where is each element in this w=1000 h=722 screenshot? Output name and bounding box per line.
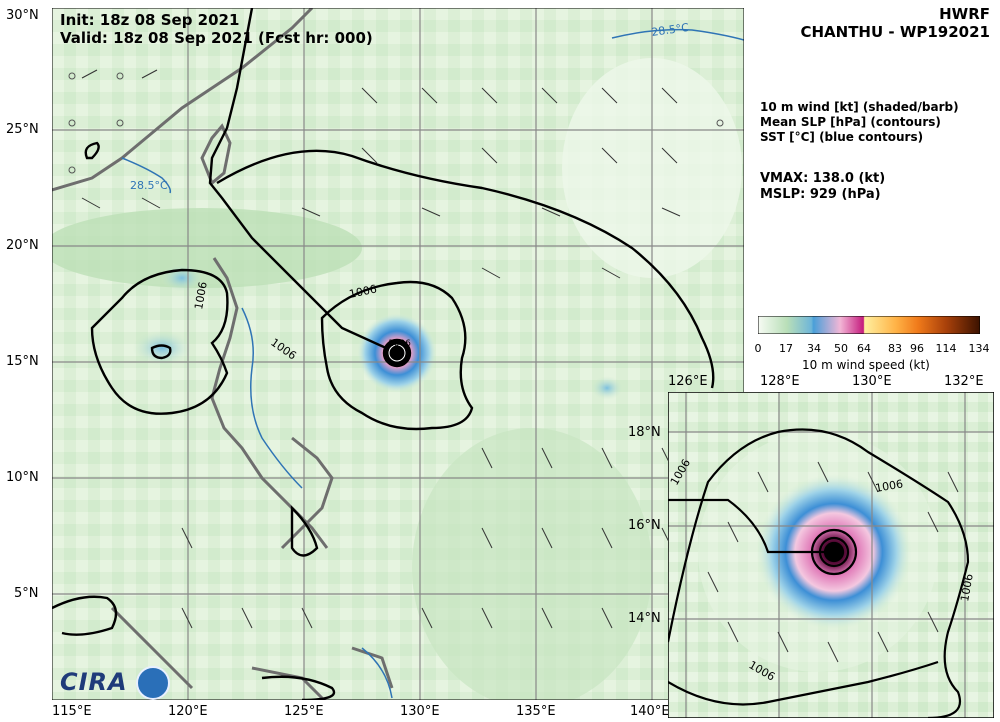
slp-label-1: 1006 xyxy=(348,282,378,301)
lat-lon-grid xyxy=(52,8,744,700)
cira-logo: CIRA xyxy=(60,666,170,700)
colorbar-tick: 0 xyxy=(754,342,762,355)
main-map-svg: 1006 1006 1006 1006 28.5°C 28.5°C xyxy=(42,6,745,708)
inset-lat-18: 18°N xyxy=(628,425,661,440)
legend-slp: Mean SLP [hPa] (contours) xyxy=(760,115,941,129)
lat-label-5: 5°N xyxy=(14,586,39,601)
legend-sst: SST [°C] (blue contours) xyxy=(760,130,924,144)
lon-label-140: 140°E xyxy=(630,704,670,719)
valid-time: Valid: 18z 08 Sep 2021 (Fcst hr: 000) xyxy=(60,29,373,47)
colorbar-label: 10 m wind speed (kt) xyxy=(802,358,930,372)
lat-label-25: 25°N xyxy=(6,122,39,137)
inset-slp-label-3: 1006 xyxy=(958,573,976,603)
colorbar-tick: 34 xyxy=(807,342,821,355)
colorbar-tick: 96 xyxy=(910,342,924,355)
inset-lon-130: 130°E xyxy=(852,374,892,389)
init-time: Init: 18z 08 Sep 2021 xyxy=(60,11,240,29)
inset-lat-16: 16°N xyxy=(628,518,661,533)
storm-name: CHANTHU - WP192021 xyxy=(800,23,990,41)
lon-label-120: 120°E xyxy=(168,704,208,719)
colorbar-tick: 114 xyxy=(935,342,957,355)
vmax-value: VMAX: 138.0 (kt) xyxy=(760,171,886,186)
inset-slp-label-2: 1006 xyxy=(874,477,904,495)
inset-lon-132: 132°E xyxy=(944,374,984,389)
sst-contours xyxy=(121,28,745,699)
model-name: HWRF xyxy=(939,5,990,23)
main-map: 1006 1006 1006 1006 28.5°C 28.5°C xyxy=(42,6,745,708)
inset-lat-14: 14°N xyxy=(628,611,661,626)
lon-label-135: 135°E xyxy=(516,704,556,719)
legend-wind: 10 m wind [kt] (shaded/barb) xyxy=(760,100,959,114)
colorbar-tick: 83 xyxy=(888,342,902,355)
sst-label-1: 28.5°C xyxy=(130,179,168,192)
slp-label-3: 1006 xyxy=(192,281,210,311)
lon-label-130: 130°E xyxy=(400,704,440,719)
inset-map-svg: 1006 1006 1006 1006 xyxy=(666,391,995,720)
lat-label-15: 15°N xyxy=(6,354,39,369)
inset-lon-128: 128°E xyxy=(760,374,800,389)
colorbar-tick: 50 xyxy=(834,342,848,355)
lat-label-20: 20°N xyxy=(6,238,39,253)
inset-map: 1006 1006 1006 1006 xyxy=(666,391,995,720)
lat-label-10: 10°N xyxy=(6,470,39,485)
lat-label-30: 30°N xyxy=(6,8,39,23)
colorbar-tick: 64 xyxy=(857,342,871,355)
lon-label-115: 115°E xyxy=(52,704,92,719)
agency-seal-icon xyxy=(136,666,170,700)
mslp-value: MSLP: 929 (hPa) xyxy=(760,187,881,202)
sst-label-2: 28.5°C xyxy=(651,21,690,39)
inset-lon-126: 126°E xyxy=(668,374,708,389)
colorbar-tick: 134 xyxy=(968,342,990,355)
slp-contours xyxy=(51,7,715,702)
calm-circles xyxy=(68,72,724,174)
slp-label-4: 1006 xyxy=(388,339,411,349)
lon-label-125: 125°E xyxy=(284,704,324,719)
colorbar xyxy=(758,316,980,334)
cira-logo-text: CIRA xyxy=(60,668,128,696)
colorbar-tick: 17 xyxy=(779,342,793,355)
